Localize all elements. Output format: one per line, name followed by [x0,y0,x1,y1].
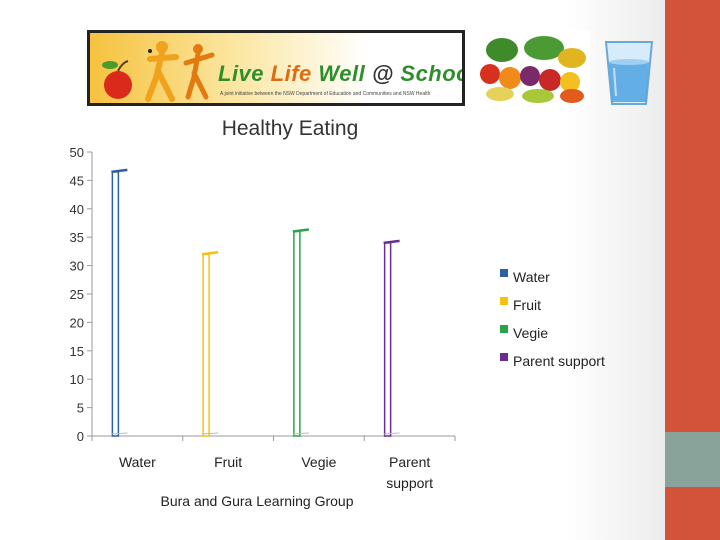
bars [111,168,400,437]
bar-cap [111,168,128,174]
sidebar-top-block [665,0,720,432]
banner-title: Live Life Well @ School [218,61,462,86]
y-tick-label: 25 [70,287,84,302]
bar-base [383,432,400,435]
legend-swatch [500,325,508,333]
y-tick-label: 40 [70,202,84,217]
legend-swatch [500,353,508,361]
bar-cap [383,239,400,245]
legend-label: Vegie [513,325,548,341]
x-axis: Water Fruit Vegie Parent support [91,435,456,491]
y-tick-label: 5 [77,401,84,416]
bar-water [111,171,120,437]
y-tick-label: 35 [70,230,84,245]
bar-cap [292,228,310,233]
x-axis-title: Bura and Gura Learning Group [160,493,353,509]
y-axis: 0 5 10 15 20 25 30 35 40 45 50 [70,145,93,444]
bar-base [111,432,128,435]
y-tick-label: 20 [70,315,84,330]
bar-vegie [293,230,301,437]
chart-title: Healthy Eating [222,117,359,140]
y-tick-label: 0 [77,429,84,444]
legend-label: Parent support [513,353,605,369]
bar-base [292,432,309,435]
bar-base [202,432,219,435]
legend-swatch [500,269,508,277]
y-tick-label: 30 [70,259,84,274]
x-tick-label: Vegie [301,454,336,470]
x-tick-label: Water [119,454,156,470]
y-tick-label: 15 [70,344,84,359]
banner-subtitle: A joint initiative between the NSW Depar… [220,91,431,97]
x-tick-label: Fruit [214,454,242,470]
legend: Water Fruit Vegie Parent support [500,269,605,369]
decorative-sidebar [665,0,720,540]
y-tick-label: 10 [70,372,84,387]
healthy-eating-chart: Healthy Eating 0 5 10 15 20 25 30 35 40 45 50 Wate… [70,117,605,509]
legend-label: Water [513,269,550,285]
water-glass-icon [604,41,654,105]
bar-cap [201,250,219,256]
legend-swatch [500,297,508,305]
x-tick-label: Parent support [386,454,433,491]
bar-fruit [202,253,210,437]
fruit-vegetables-icon [472,30,590,106]
y-tick-label: 45 [70,173,84,188]
legend-label: Fruit [513,297,541,313]
sidebar-middle-block [665,432,720,487]
sidebar-bottom-block [665,487,720,540]
live-life-well-banner: Live Life Well @ School A joint initiati… [87,30,465,106]
banner-figures-icon [102,41,215,102]
y-tick-label: 50 [70,145,84,160]
bar-parent-support [383,242,392,437]
